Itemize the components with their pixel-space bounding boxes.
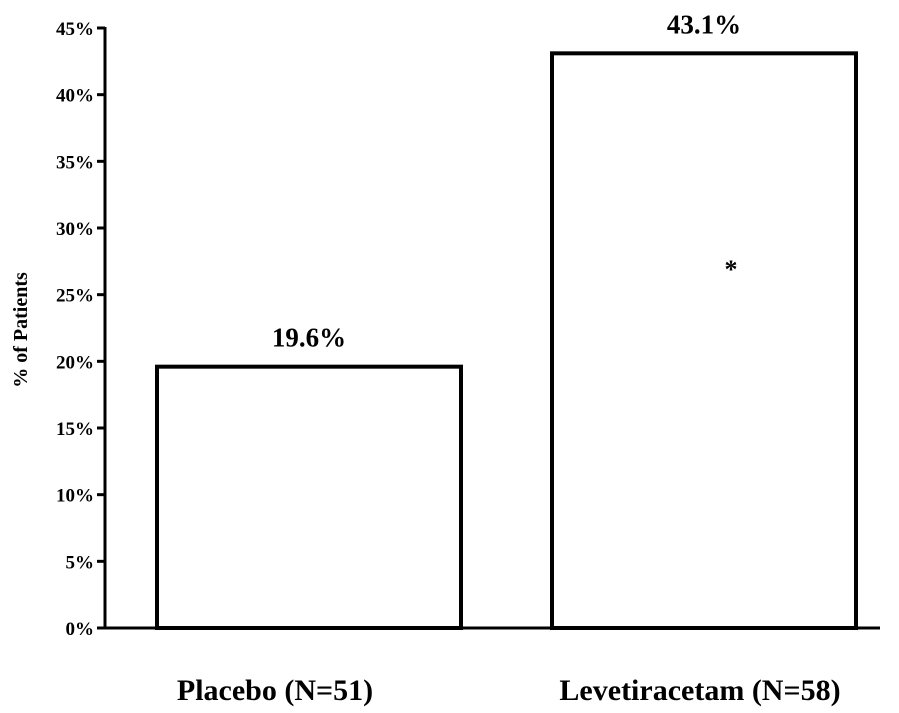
y-tick-label: 25% [56,286,94,307]
y-tick-label: 35% [56,152,94,173]
y-tick-label: 5% [66,552,95,573]
bar-value-label: 43.1% [667,9,741,39]
y-tick-label: 45% [56,19,94,40]
category-label: Levetiracetam (N=58) [559,674,840,707]
bar-value-label: 19.6% [272,323,346,353]
y-tick-label: 30% [56,219,94,240]
annotations: * [725,255,738,284]
bars [155,51,858,631]
data-labels: 19.6% 43.1% [272,9,741,352]
y-axis-ticks: 0% 5% 10% 15% 20% 25% 30% 35% 40% 45% [56,19,105,640]
y-tick-label: 15% [56,419,94,440]
y-tick-label: 40% [56,86,94,107]
category-label: Placebo (N=51) [177,674,373,707]
significance-marker: * [725,255,738,284]
y-tick-label: 0% [66,619,95,640]
y-tick-label: 10% [56,486,94,507]
bar [155,364,463,630]
x-axis-categories: Placebo (N=51) Levetiracetam (N=58) [177,674,841,707]
y-tick-label: 20% [56,352,94,373]
y-axis-title: % of Patients [10,272,32,388]
bar [550,51,858,631]
